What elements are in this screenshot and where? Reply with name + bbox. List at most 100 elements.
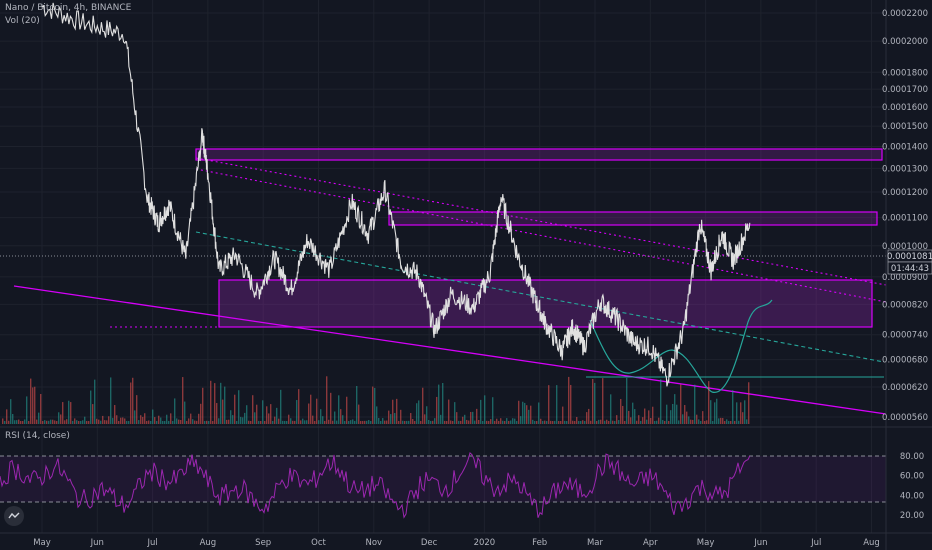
- volume-bar: [436, 396, 438, 424]
- volume-bar: [234, 394, 236, 424]
- volume-bar: [558, 420, 560, 424]
- time-axis[interactable]: May Jun Jul Aug Sep Oct Nov Dec 2020 Feb Mar Apr May…: [33, 538, 880, 548]
- volume-bar: [262, 400, 264, 424]
- time-tick-label: Jul: [810, 538, 821, 548]
- volume-bar: [36, 419, 38, 424]
- volume-bar: [686, 411, 688, 424]
- volume-bar: [482, 420, 484, 424]
- time-tick-label: Feb: [532, 538, 547, 548]
- volume-bar: [358, 404, 360, 424]
- volume-bar: [534, 420, 536, 424]
- volume-bar: [198, 413, 200, 424]
- volume-bar: [306, 420, 308, 424]
- volume-bar: [740, 402, 742, 424]
- volume-bar: [280, 389, 282, 424]
- volume-bar: [100, 420, 102, 424]
- volume-bar: [656, 420, 658, 424]
- resistance-zone-top: [195, 148, 883, 161]
- rsi-legend[interactable]: RSI (14, close): [5, 431, 70, 441]
- volume-bar: [726, 419, 728, 424]
- volume-bar: [716, 398, 718, 424]
- volume-bar: [714, 402, 716, 424]
- volume-bar: [428, 420, 430, 424]
- volume-legend[interactable]: Vol (20): [5, 16, 40, 26]
- volume-bar: [660, 379, 662, 424]
- volume-bar: [388, 410, 390, 424]
- volume-bar: [382, 418, 384, 424]
- volume-bar: [226, 419, 228, 424]
- volume-bar: [236, 420, 238, 424]
- volume-bar: [290, 418, 292, 424]
- volume-bar: [572, 420, 574, 424]
- price-axis[interactable]: 0.0002200 0.0002000 0.0001800 0.0001700 0.00…: [882, 9, 928, 423]
- volume-bar: [606, 419, 608, 424]
- volume-bar: [124, 418, 126, 424]
- volume-bar: [544, 420, 546, 424]
- tradingview-logo-icon[interactable]: [4, 506, 24, 526]
- volume-bar: [662, 420, 664, 424]
- volume-bar: [158, 415, 160, 424]
- volume-bar: [472, 411, 474, 424]
- volume-bar: [132, 377, 134, 424]
- rsi-tick-label: 40.00: [900, 491, 924, 501]
- volume-bar: [344, 420, 346, 424]
- volume-bar: [298, 389, 300, 424]
- volume-bar: [44, 420, 46, 424]
- volume-bar: [190, 413, 192, 424]
- volume-bar: [460, 420, 462, 424]
- volume-bar: [46, 420, 48, 424]
- volume-bar: [398, 421, 400, 424]
- symbol-title[interactable]: Nano / Bitcoin, 4h, BINANCE: [5, 3, 132, 13]
- volume-bar: [650, 418, 652, 424]
- volume-bar: [566, 420, 568, 424]
- volume-bar: [450, 420, 452, 424]
- volume-bar: [376, 406, 378, 424]
- time-tick-label: May: [697, 538, 715, 548]
- volume-bar: [736, 402, 738, 424]
- volume-bar: [52, 419, 54, 424]
- volume-bar: [294, 420, 296, 424]
- volume-bar: [356, 386, 358, 424]
- volume-bar: [266, 406, 268, 424]
- volume-bar: [90, 390, 92, 424]
- volume-bar: [352, 419, 354, 424]
- volume-bar: [48, 420, 50, 424]
- countdown-label: 01:44:43: [891, 264, 929, 274]
- volume-bar: [146, 420, 148, 424]
- volume-bar: [528, 409, 530, 424]
- volume-bar: [26, 396, 28, 424]
- volume-bar: [170, 413, 172, 424]
- volume-bar: [720, 417, 722, 424]
- volume-bar: [708, 381, 710, 424]
- volume-bar: [434, 418, 436, 424]
- last-price-label: 0.0001081: [887, 252, 932, 262]
- volume-bar: [314, 420, 316, 424]
- volume-bar: [644, 408, 646, 424]
- volume-bar: [506, 418, 508, 424]
- last-price-tag: 0.0001081 01:44:43: [887, 249, 932, 275]
- volume-bar: [484, 395, 486, 424]
- volume-bar: [312, 415, 314, 424]
- volume-bar: [414, 420, 416, 424]
- volume-bar: [250, 420, 252, 424]
- volume-bar: [466, 419, 468, 424]
- volume-bar: [278, 418, 280, 424]
- volume-bar: [168, 420, 170, 424]
- volume-bar: [308, 403, 310, 424]
- price-tick-label: 0.0000620: [882, 383, 928, 393]
- volume-bar: [692, 419, 694, 424]
- rsi-axis[interactable]: 80.00 60.00 40.00 20.00: [900, 452, 924, 521]
- volume-bar: [104, 420, 106, 424]
- volume-bar: [348, 420, 350, 424]
- time-tick-label: May: [33, 538, 51, 548]
- volume-bar: [230, 410, 232, 424]
- descending-resistance-trendline: [195, 157, 887, 286]
- volume-bar: [524, 402, 526, 424]
- volume-bar: [616, 415, 618, 424]
- volume-bar: [404, 420, 406, 424]
- volume-bar: [512, 418, 514, 424]
- volume-bar: [116, 415, 118, 424]
- time-tick-label: Mar: [587, 538, 604, 548]
- time-tick-label: Jun: [753, 538, 767, 548]
